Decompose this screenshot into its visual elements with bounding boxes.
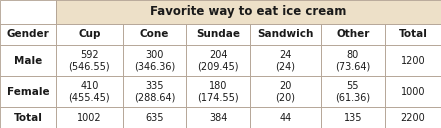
- Text: 204
(209.45): 204 (209.45): [197, 50, 239, 72]
- Text: 335
(288.64): 335 (288.64): [134, 81, 175, 103]
- Bar: [123, 107, 186, 128]
- Text: Cup: Cup: [78, 29, 101, 39]
- Bar: [250, 107, 321, 128]
- Text: 24
(24): 24 (24): [276, 50, 295, 72]
- Bar: [56, 107, 123, 128]
- Bar: [0, 45, 56, 76]
- Bar: [385, 76, 441, 107]
- Text: Gender: Gender: [7, 29, 49, 39]
- Text: 20
(20): 20 (20): [276, 81, 295, 103]
- Bar: [321, 45, 385, 76]
- Bar: [0, 0, 56, 24]
- Bar: [56, 76, 123, 107]
- Text: Cone: Cone: [140, 29, 169, 39]
- Text: 410
(455.45): 410 (455.45): [69, 81, 110, 103]
- Text: 1200: 1200: [400, 56, 425, 66]
- Bar: [186, 24, 250, 45]
- Text: Sundae: Sundae: [196, 29, 240, 39]
- Text: Male: Male: [14, 56, 42, 66]
- Bar: [385, 45, 441, 76]
- Text: 80
(73.64): 80 (73.64): [335, 50, 370, 72]
- Bar: [250, 45, 321, 76]
- Text: Sandwich: Sandwich: [257, 29, 314, 39]
- Bar: [56, 45, 123, 76]
- Bar: [385, 24, 441, 45]
- Text: Total: Total: [14, 113, 43, 123]
- Bar: [123, 76, 186, 107]
- Bar: [385, 107, 441, 128]
- Bar: [123, 24, 186, 45]
- Bar: [321, 107, 385, 128]
- Bar: [56, 24, 123, 45]
- Bar: [250, 24, 321, 45]
- Text: Favorite way to eat ice cream: Favorite way to eat ice cream: [150, 5, 347, 18]
- Text: 2200: 2200: [400, 113, 425, 123]
- Bar: [0, 107, 56, 128]
- Bar: [123, 45, 186, 76]
- Bar: [250, 76, 321, 107]
- Bar: [321, 76, 385, 107]
- Text: Other: Other: [336, 29, 370, 39]
- Text: 635: 635: [145, 113, 164, 123]
- Bar: [186, 45, 250, 76]
- Text: 55
(61.36): 55 (61.36): [335, 81, 370, 103]
- Text: 135: 135: [344, 113, 362, 123]
- Bar: [186, 107, 250, 128]
- Text: 180
(174.55): 180 (174.55): [197, 81, 239, 103]
- Bar: [186, 76, 250, 107]
- Text: 300
(346.36): 300 (346.36): [134, 50, 175, 72]
- Text: 44: 44: [279, 113, 292, 123]
- Text: 384: 384: [209, 113, 227, 123]
- Text: Female: Female: [7, 87, 49, 97]
- Bar: [56, 0, 441, 24]
- Bar: [0, 24, 56, 45]
- Text: Total: Total: [398, 29, 427, 39]
- Text: 1000: 1000: [400, 87, 425, 97]
- Bar: [0, 76, 56, 107]
- Bar: [321, 24, 385, 45]
- Text: 1002: 1002: [77, 113, 102, 123]
- Text: 592
(546.55): 592 (546.55): [69, 50, 110, 72]
